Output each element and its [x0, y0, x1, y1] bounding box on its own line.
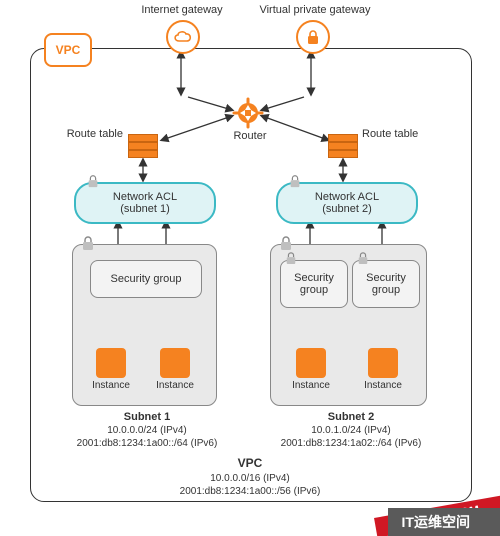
subnet1-ipv4: 10.0.0.0/24 (IPv4) — [62, 424, 232, 437]
internet-gateway-label: Internet gateway — [122, 4, 242, 16]
nacl2-line2: (subnet 2) — [322, 203, 372, 215]
vpc-diagram: Internet gateway Virtual private gateway… — [0, 0, 500, 536]
subnet2-ipv4: 10.0.1.0/24 (IPv4) — [262, 424, 440, 437]
instance-2b-label: Instance — [358, 380, 408, 391]
subnet2-title: Subnet 2 — [262, 410, 440, 424]
watermark-banner: WWW.94IP.COM IT运维空间 — [300, 481, 500, 536]
nacl1-line2: (subnet 1) — [120, 203, 170, 215]
lock-icon — [86, 174, 100, 188]
lock-icon — [357, 251, 369, 265]
route-table-right-label: Route table — [362, 128, 432, 140]
subnet1-ipv6: 2001:db8:1234:1a00::/64 (IPv6) — [62, 437, 232, 450]
virtual-private-gateway-label: Virtual private gateway — [250, 4, 380, 16]
router-icon — [231, 96, 265, 130]
nacl1-line1: Network ACL — [113, 191, 177, 203]
instance-1a-label: Instance — [86, 380, 136, 391]
lock-icon — [288, 174, 302, 188]
router-label: Router — [210, 130, 290, 142]
route-table-right-icon — [328, 134, 358, 158]
security-group-2a: Security group — [280, 260, 348, 308]
instance-1b-label: Instance — [150, 380, 200, 391]
sg2a-label: Security group — [283, 272, 345, 296]
security-group-2b: Security group — [352, 260, 420, 308]
lock-icon — [279, 235, 293, 251]
sg2b-label: Security group — [355, 272, 417, 296]
instance-2b — [368, 348, 398, 378]
virtual-private-gateway-icon — [296, 20, 330, 54]
network-acl-1: Network ACL (subnet 1) — [74, 182, 216, 224]
internet-gateway-icon — [166, 20, 200, 54]
route-table-left-label: Route table — [53, 128, 123, 140]
banner-text: IT运维空间 — [388, 508, 500, 536]
subnet-2-info: Subnet 2 10.0.1.0/24 (IPv4) 2001:db8:123… — [262, 410, 440, 450]
lock-icon — [285, 251, 297, 265]
route-table-left-icon — [128, 134, 158, 158]
instance-2a-label: Instance — [286, 380, 336, 391]
nacl2-line1: Network ACL — [315, 191, 379, 203]
lock-icon — [81, 235, 95, 251]
instance-1b — [160, 348, 190, 378]
vpc-badge-label: VPC — [56, 43, 81, 57]
sg1-label: Security group — [111, 273, 182, 285]
instance-1a — [96, 348, 126, 378]
security-group-1: Security group — [90, 260, 202, 298]
subnet2-ipv6: 2001:db8:1234:1a02::/64 (IPv6) — [262, 437, 440, 450]
subnet1-title: Subnet 1 — [62, 410, 232, 424]
network-acl-2: Network ACL (subnet 2) — [276, 182, 418, 224]
vpc-badge: VPC — [44, 33, 92, 67]
subnet-1-info: Subnet 1 10.0.0.0/24 (IPv4) 2001:db8:123… — [62, 410, 232, 450]
vpc-title: VPC — [0, 456, 500, 472]
instance-2a — [296, 348, 326, 378]
